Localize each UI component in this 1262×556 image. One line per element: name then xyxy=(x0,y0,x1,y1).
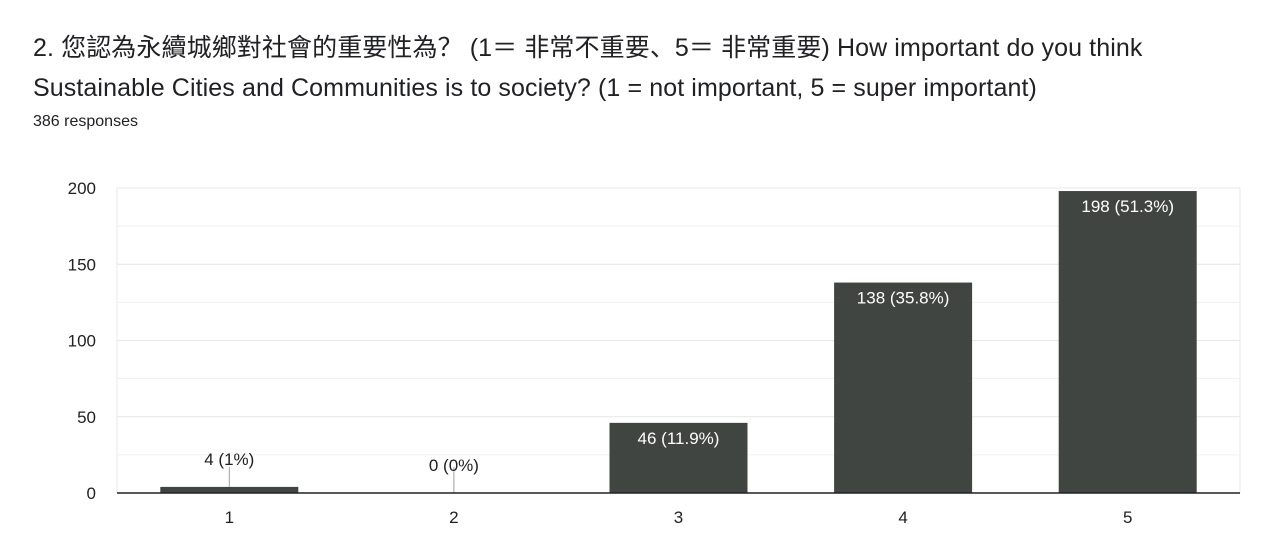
x-tick-label: 1 xyxy=(225,508,234,527)
bar-data-label: 4 (1%) xyxy=(204,450,254,469)
bar xyxy=(834,282,973,493)
y-tick-label: 100 xyxy=(68,332,96,351)
question-title: 2. 您認為永續城鄉對社會的重要性為？ (1＝ 非常不重要、5＝ 非常重要) H… xyxy=(33,34,1143,102)
y-tick-label: 50 xyxy=(77,408,96,427)
question-header: 2. 您認為永續城鄉對社會的重要性為？ (1＝ 非常不重要、5＝ 非常重要) H… xyxy=(33,28,1243,132)
x-tick-label: 3 xyxy=(674,508,683,527)
y-tick-label: 0 xyxy=(87,484,96,503)
x-tick-label: 2 xyxy=(449,508,458,527)
bar-data-label: 46 (11.9%) xyxy=(638,429,720,448)
bar xyxy=(609,422,748,493)
bar-data-label: 0 (0%) xyxy=(429,456,479,475)
bar xyxy=(160,486,299,493)
bar-data-label: 138 (35.8%) xyxy=(857,289,950,308)
y-tick-label: 150 xyxy=(68,255,96,274)
response-count: 386 responses xyxy=(33,113,138,130)
y-tick-label: 200 xyxy=(68,179,96,198)
x-tick-label: 5 xyxy=(1123,508,1132,527)
bar-data-label: 198 (51.3%) xyxy=(1081,197,1174,216)
x-tick-label: 4 xyxy=(898,508,907,527)
bar xyxy=(1058,191,1197,494)
